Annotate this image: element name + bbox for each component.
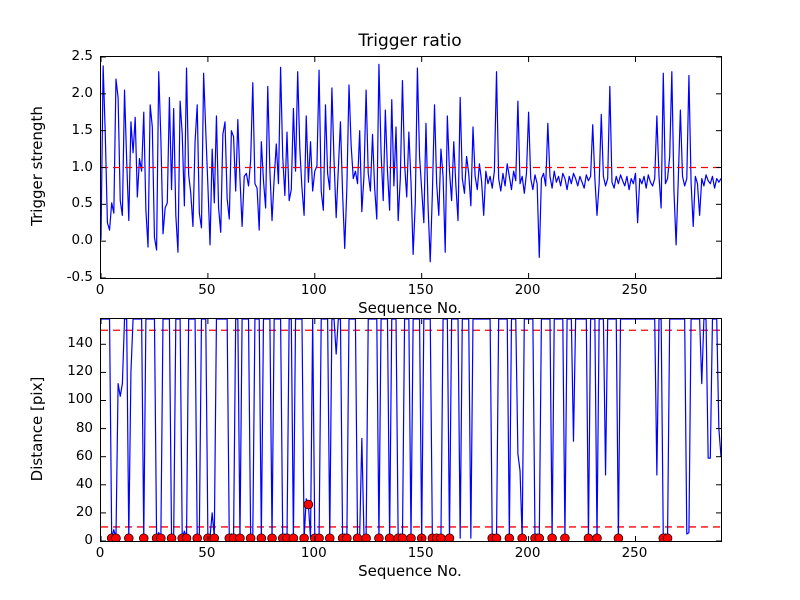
x-tick-label: 250 (621, 545, 648, 561)
x-tick-label: 250 (621, 282, 648, 298)
x-tick-label: 100 (300, 545, 327, 561)
x-tick-label: 200 (514, 545, 541, 561)
x-tick-label: 100 (300, 282, 327, 298)
y-tick-label: 0.5 (71, 195, 93, 212)
x-tick-label: 150 (407, 545, 434, 561)
y-tick-label: -0.5 (66, 269, 93, 285)
trigger-ratio-plot (101, 57, 721, 278)
y-tick-label: 2.5 (71, 48, 93, 64)
y-tick-label: 0 (84, 532, 93, 548)
x-tick-label: 50 (198, 545, 216, 561)
y-tick-label: 120 (67, 363, 93, 380)
x-tick-label: 0 (95, 545, 105, 561)
top-plot-area (100, 56, 722, 279)
distance-plot (101, 319, 721, 541)
x-tick-label: 0 (95, 282, 105, 298)
x-tick-label: 200 (514, 282, 541, 298)
y-tick-label: 80 (75, 419, 93, 436)
x-tick-label: 150 (407, 282, 434, 298)
y-tick-label: 1.5 (71, 121, 93, 138)
top-x-axis-label: Sequence No. (358, 299, 462, 317)
y-tick-label: 20 (75, 503, 93, 520)
y-tick-label: 0.0 (71, 232, 93, 249)
bottom-x-axis-label: Sequence No. (358, 562, 462, 580)
y-tick-label: 1.0 (71, 158, 93, 175)
bottom-plot-area (100, 318, 722, 542)
y-tick-label: 100 (67, 391, 93, 408)
x-tick-label: 50 (198, 282, 216, 298)
chart-title: Trigger ratio (358, 31, 462, 51)
y-tick-label: 140 (67, 335, 93, 352)
y-tick-label: 2.0 (71, 84, 93, 101)
y-tick-label: 60 (75, 447, 93, 464)
y-tick-label: 40 (75, 475, 93, 492)
